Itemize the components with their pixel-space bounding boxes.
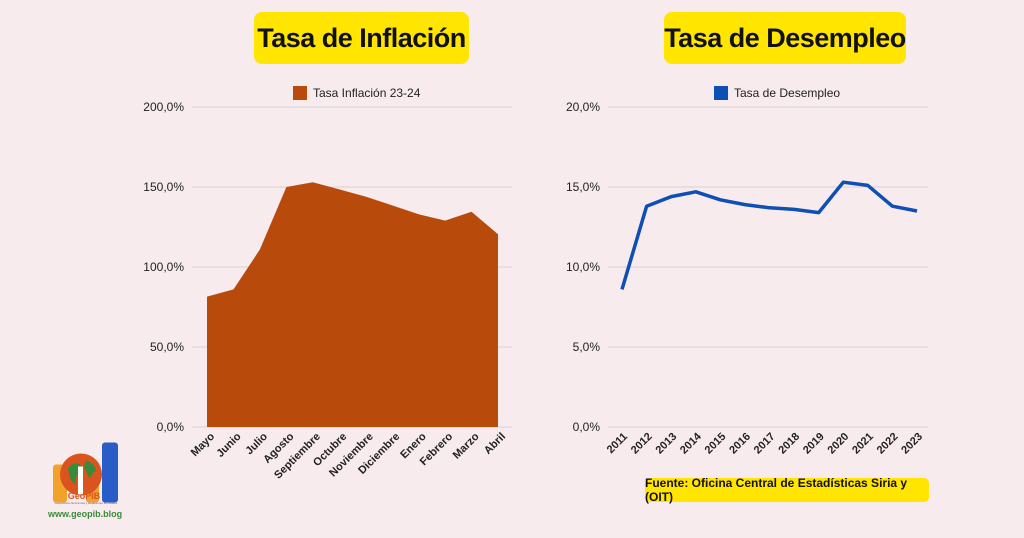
x-tick-label: 2012 (629, 431, 655, 457)
x-tick-label: 2018 (776, 431, 802, 457)
inflation-title: Tasa de Inflación (254, 12, 469, 64)
y-tick-label: 200,0% (143, 100, 184, 114)
x-tick-label: 2021 (850, 431, 876, 457)
source-note: Fuente: Oficina Central de Estadísticas … (645, 476, 929, 504)
legend-label: Tasa de Desempleo (734, 86, 840, 100)
y-tick-label: 50,0% (150, 340, 184, 354)
x-tick-label: 2011 (605, 431, 630, 456)
geopib-logo-icon (53, 442, 118, 503)
legend-swatch (293, 86, 307, 100)
inflation-area (207, 182, 498, 427)
unemployment-title: Tasa de Desempleo (664, 12, 906, 64)
x-tick-label: 2015 (703, 431, 729, 457)
x-tick-label: 2016 (727, 431, 753, 457)
x-tick-label: 2023 (899, 431, 925, 457)
x-tick-label: 2017 (752, 431, 778, 457)
x-tick-label: 2019 (801, 431, 827, 457)
x-tick-label: 2013 (653, 431, 679, 457)
y-tick-label: 5,0% (573, 340, 601, 354)
legend-swatch (714, 86, 728, 100)
legend-label: Tasa Inflación 23-24 (313, 86, 421, 100)
unemployment-line (620, 180, 918, 290)
logo-tagline: Geopolítica, Economía y Relaciones Mundi… (54, 501, 118, 505)
x-tick-label: 2022 (875, 431, 901, 457)
y-tick-label: 100,0% (143, 260, 184, 274)
y-tick-label: 150,0% (143, 180, 184, 194)
x-tick-label: 2020 (826, 431, 852, 457)
y-tick-label: 15,0% (566, 180, 600, 194)
logo-name: GeoPIB (67, 491, 101, 501)
y-tick-label: 20,0% (566, 100, 600, 114)
y-tick-label: 10,0% (566, 260, 600, 274)
x-tick-label: 2014 (678, 430, 704, 456)
y-tick-label: 0,0% (573, 420, 601, 434)
y-tick-label: 0,0% (157, 420, 185, 434)
logo-url[interactable]: www.geopib.blog (48, 509, 123, 519)
